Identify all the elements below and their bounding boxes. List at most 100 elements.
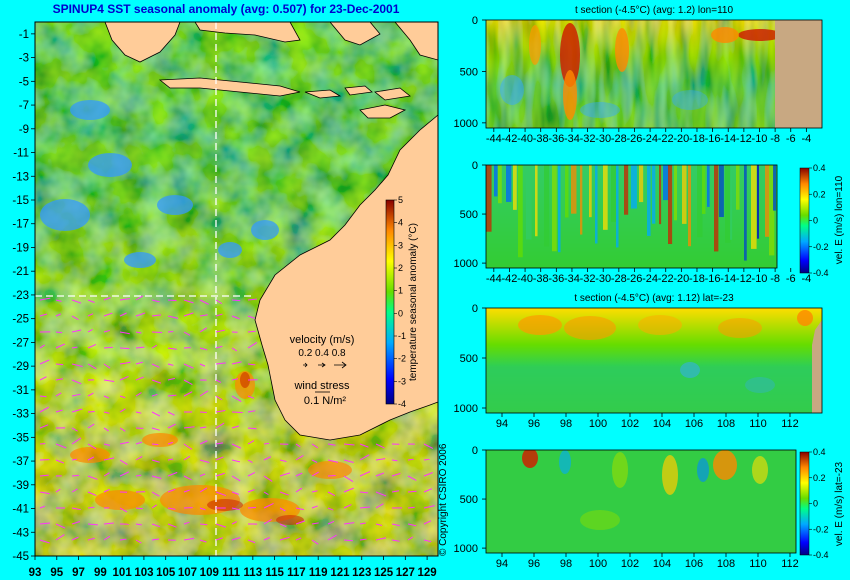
section-v-lon-frame <box>485 164 778 269</box>
velocity-vector <box>119 507 128 513</box>
velocity-vector <box>119 459 128 465</box>
velocity-vector <box>87 343 97 349</box>
velocity-vector <box>167 441 173 445</box>
map-y-tick-label: -17 <box>12 219 29 231</box>
section-t-lon-x-tick-label: -20 <box>673 133 689 145</box>
section-v-lon-x-tick-label: -28 <box>611 273 627 285</box>
section-v-lat-colorbar-tick-label: -0.2 <box>813 524 829 534</box>
velocity-vector <box>391 490 400 493</box>
velocity-vector <box>311 459 318 463</box>
section-v-lon-x-tick-label: -34 <box>564 273 580 285</box>
velocity-vector <box>295 455 304 461</box>
map-x-tick-label: 127 <box>396 567 415 579</box>
section-v-lon-band <box>595 165 598 244</box>
section-v-lon-band <box>719 165 724 218</box>
velocity-vector <box>199 347 208 351</box>
map-colorbar-tick-label: 4 <box>398 218 403 228</box>
map-y-tick-label: -23 <box>12 290 29 302</box>
section-v-lat-y-tick-label: 0 <box>472 445 478 457</box>
velocity-vector <box>55 378 64 381</box>
section-v-lon-colorbar-tick-label: 0.2 <box>813 189 826 199</box>
section-t-lat-x-tick-label: 100 <box>589 418 607 430</box>
section-v-lat-colorbar-tick-label: -0.4 <box>813 550 829 560</box>
velocity-vector <box>135 474 142 477</box>
velocity-vector <box>39 359 50 365</box>
velocity-vector <box>167 507 176 510</box>
section-v-lon-band <box>486 165 492 232</box>
velocity-vector <box>343 459 354 464</box>
section-v-lat-x-tick-label: 102 <box>621 558 639 570</box>
section-t-lon-x-tick-label: -34 <box>564 133 580 145</box>
section-t-lat-x-tick-label: 108 <box>717 418 735 430</box>
velocity-vector <box>71 379 82 385</box>
velocity-vector <box>39 313 48 317</box>
velocity-vector <box>279 507 286 512</box>
velocity-vector <box>199 314 208 317</box>
map-x-tick-label: 107 <box>178 567 197 579</box>
velocity-vector <box>103 411 110 414</box>
section-t-lon-x-tick-label: -6 <box>786 133 796 145</box>
section-v-lon-colorbar-tick-label: 0 <box>813 216 818 226</box>
section-v-lon-band <box>659 165 662 225</box>
velocity-vector <box>327 491 336 497</box>
velocity-label: velocity (m/s) <box>290 334 355 346</box>
velocity-vector <box>71 474 80 477</box>
section-t-lat-y-axis: 0 500 1000 <box>454 303 486 415</box>
velocity-vector <box>71 363 83 368</box>
velocity-vector <box>247 506 256 509</box>
section-v-lon-x-tick-label: -18 <box>689 273 705 285</box>
velocity-vector <box>215 299 223 305</box>
velocity-vector <box>263 537 271 541</box>
velocity-vector <box>71 329 82 333</box>
velocity-vector <box>119 347 130 350</box>
velocity-vector <box>247 363 256 366</box>
velocity-vector <box>423 539 432 543</box>
map-colorbar-bar <box>385 199 395 405</box>
velocity-vector <box>135 331 142 334</box>
map-y-tick-label: -11 <box>13 148 29 160</box>
section-v-lon-band <box>506 165 512 202</box>
map-y-axis: -1 -3 -5 -7 -9 -11 -13 -15 -17 -19 -21 -23 -25 -27 -29… <box>12 29 35 563</box>
section-v-lon-x-tick-label: -30 <box>595 273 611 285</box>
velocity-vector <box>167 423 176 429</box>
map-x-tick-label: 93 <box>29 567 42 579</box>
velocity-vector <box>231 459 241 463</box>
velocity-vector <box>87 392 94 397</box>
velocity-vector <box>279 523 287 528</box>
velocity-vector <box>103 379 115 382</box>
velocity-vector <box>295 537 302 541</box>
map-colorbar-tick-label: 3 <box>398 240 403 250</box>
velocity-vector <box>295 487 303 493</box>
section-v-lon-band <box>631 165 637 209</box>
velocity-vector <box>167 488 176 493</box>
velocity-vector <box>215 362 226 365</box>
section-t-lon-x-tick-label: -32 <box>580 133 596 145</box>
velocity-vector <box>151 491 160 497</box>
velocity-vector <box>87 443 97 450</box>
section-v-lon-band <box>639 165 644 203</box>
map-legend: velocity (m/s) 0.2 0.4 0.8 wind stress 0… <box>290 334 355 407</box>
velocity-vector <box>103 522 114 525</box>
velocity-vector <box>135 361 143 365</box>
map-y-tick-label: -43 <box>12 527 29 539</box>
velocity-vector <box>183 443 193 450</box>
velocity-vector <box>359 454 370 461</box>
velocity-vector <box>87 537 95 541</box>
section-v-lon-band <box>647 165 651 236</box>
map-x-tick-label: 103 <box>134 567 153 579</box>
velocity-vector <box>151 299 160 303</box>
section-t-lon-x-tick-label: -30 <box>595 133 611 145</box>
section-t-lon-x-tick-label: -22 <box>658 133 674 145</box>
map-colorbar-tick-label: -1 <box>398 331 406 341</box>
velocity-vector <box>39 522 51 525</box>
velocity-vector <box>247 459 253 463</box>
velocity-vector <box>311 471 319 477</box>
velocity-vector <box>375 537 387 541</box>
section-t-lat-x-tick-label: 112 <box>781 418 799 430</box>
velocity-vector <box>103 457 115 461</box>
section-v-lon-x-tick-label: -32 <box>580 273 596 285</box>
velocity-vector <box>343 475 354 483</box>
map-colorbar-tick-label: 1 <box>398 286 403 296</box>
velocity-vector <box>231 411 243 414</box>
velocity-vector <box>247 489 255 493</box>
